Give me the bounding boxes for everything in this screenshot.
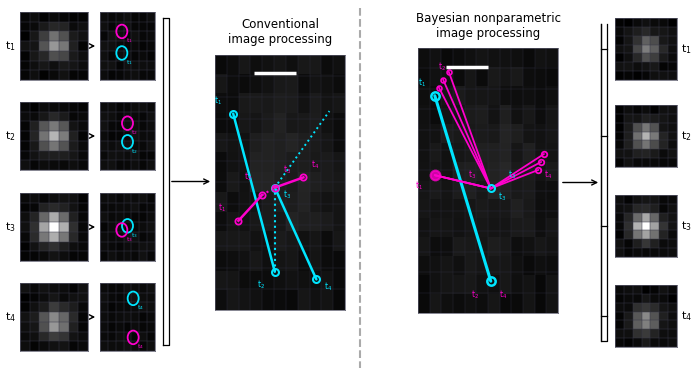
Text: t$_3$: t$_3$ [126, 235, 132, 244]
Text: t$_1$: t$_1$ [418, 76, 426, 89]
Text: t$_1$: t$_1$ [126, 36, 132, 45]
Text: t$_2$: t$_2$ [257, 278, 265, 291]
Text: t$_2$: t$_2$ [132, 147, 139, 156]
Text: t$_1$: t$_1$ [6, 39, 16, 53]
Text: t$_4$: t$_4$ [544, 169, 552, 181]
Text: t$_1$: t$_1$ [415, 179, 424, 192]
Text: Bayesian nonparametric
image processing: Bayesian nonparametric image processing [416, 12, 561, 40]
Text: Conventional
image processing: Conventional image processing [228, 18, 332, 46]
Text: t$_2$: t$_2$ [132, 128, 139, 137]
Text: t$_1$: t$_1$ [214, 94, 222, 107]
Text: t$_4$: t$_4$ [5, 310, 16, 324]
Text: t$_3$: t$_3$ [681, 219, 692, 233]
Text: t$_2$: t$_2$ [6, 129, 16, 143]
Text: t$_1$: t$_1$ [218, 202, 225, 214]
Text: t$_4$: t$_4$ [324, 280, 332, 293]
Text: t$_4$: t$_4$ [137, 303, 144, 312]
Text: t$_3$: t$_3$ [283, 163, 290, 176]
Text: t$_4$: t$_4$ [137, 342, 144, 351]
Text: t$_3$: t$_3$ [498, 190, 506, 203]
Text: t$_2$: t$_2$ [471, 288, 480, 300]
Text: t$_2$: t$_2$ [438, 60, 446, 73]
Text: t$_4$: t$_4$ [681, 309, 692, 323]
Text: t$_4$: t$_4$ [312, 158, 319, 171]
Text: t$_2$: t$_2$ [244, 171, 251, 183]
Text: t$_3$: t$_3$ [132, 231, 139, 240]
Text: t$_3$: t$_3$ [6, 220, 16, 234]
Text: t$_3$: t$_3$ [508, 169, 516, 181]
Text: t$_3$: t$_3$ [283, 189, 290, 201]
Text: t$_3$: t$_3$ [468, 169, 477, 181]
Text: t$_2$: t$_2$ [681, 129, 692, 143]
Text: t$_4$: t$_4$ [499, 288, 508, 300]
Text: t$_1$: t$_1$ [681, 42, 692, 56]
Text: t$_1$: t$_1$ [126, 58, 132, 67]
